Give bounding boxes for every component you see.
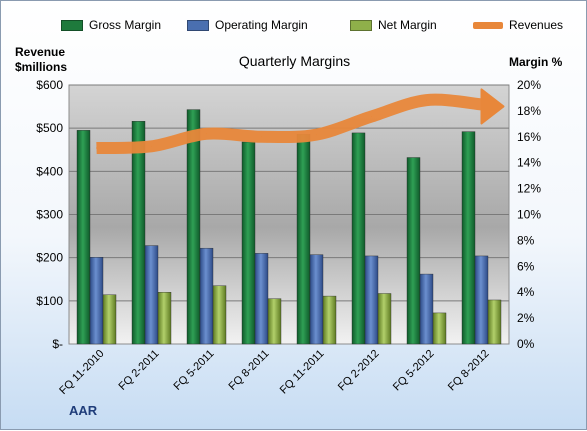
y-right-tick-label: 8% — [517, 233, 535, 247]
revenue-point-1 — [151, 145, 152, 147]
y-right-tick-label: 12% — [517, 182, 541, 196]
bar-net-margin-3 — [267, 298, 282, 345]
bar-net-margin-7 — [487, 299, 502, 345]
x-tick-label: FQ 8-2011 — [227, 348, 272, 393]
legend-item-gross-margin: Gross Margin — [61, 18, 161, 32]
legend-label: Operating Margin — [215, 18, 308, 32]
bar-operating-margin-4 — [309, 254, 324, 345]
revenue-point-4 — [316, 134, 317, 136]
y-left-axis-title-line1: Revenue — [15, 45, 66, 59]
revenue-point-7 — [481, 103, 482, 105]
y-left-tick-label: $200 — [36, 251, 63, 265]
bar-operating-margin-5 — [364, 255, 379, 345]
revenue-point-5 — [371, 116, 372, 118]
y-right-tick-label: 2% — [517, 311, 535, 325]
x-tick-label: FQ 2-2011 — [117, 348, 162, 393]
bar-layer — [76, 109, 502, 345]
bar-net-margin-1 — [157, 292, 172, 345]
revenue-point-6 — [426, 99, 427, 101]
chart-title: Quarterly Margins — [238, 53, 351, 69]
x-tick-label: FQ 8-2012 — [446, 348, 492, 394]
y-right-tick-label: 20% — [517, 78, 541, 92]
x-tick-label: FQ 2-2012 — [336, 348, 382, 394]
bar-gross-margin-4 — [296, 134, 311, 345]
legend: Gross Margin Operating Margin Net Margin Re… — [1, 1, 587, 41]
bar-net-margin-5 — [377, 293, 392, 345]
y-left-tick-label: $300 — [36, 208, 63, 222]
revenue-line-layer — [96, 88, 505, 155]
bar-net-margin-6 — [432, 312, 447, 345]
bar-operating-margin-1 — [144, 245, 159, 345]
y-right-axis-title: Margin % — [509, 55, 563, 69]
legend-label: Net Margin — [378, 18, 437, 32]
y-left-axis-title-line2: $millions — [15, 60, 68, 74]
y-right-tick-label: 0% — [517, 337, 535, 351]
y-right-tick-label: 4% — [517, 285, 535, 299]
legend-swatch — [350, 19, 372, 31]
bar-operating-margin-3 — [254, 253, 269, 345]
legend-swatch — [473, 21, 503, 29]
bar-gross-margin-0 — [76, 130, 91, 345]
y-right-tick-label: 16% — [517, 130, 541, 144]
company-label: AAR — [69, 403, 98, 418]
bar-gross-margin-1 — [131, 121, 146, 345]
revenue-point-2 — [206, 133, 207, 135]
bar-operating-margin-6 — [419, 273, 434, 345]
bar-gross-margin-6 — [406, 157, 421, 345]
revenue-arrow-head — [480, 88, 505, 125]
x-tick-label: FQ 5-2011 — [172, 348, 217, 393]
y-left-tick-label: $100 — [36, 294, 63, 308]
revenue-point-0 — [96, 147, 97, 149]
legend-swatch — [187, 19, 209, 31]
legend-swatch — [61, 19, 83, 31]
y-left-tick-label: $500 — [36, 121, 63, 135]
bar-gross-margin-3 — [241, 141, 256, 345]
bar-gross-margin-5 — [351, 132, 366, 345]
x-tick-label: FQ 11-2011 — [278, 348, 327, 397]
bar-gross-margin-2 — [186, 109, 201, 345]
bar-net-margin-2 — [212, 285, 227, 345]
legend-label: Revenues — [509, 18, 564, 32]
bar-operating-margin-7 — [474, 255, 489, 345]
revenue-point-3 — [261, 136, 262, 138]
bar-net-margin-4 — [322, 295, 337, 345]
bar-operating-margin-0 — [89, 257, 104, 345]
y-right-tick-label: 18% — [517, 104, 541, 118]
legend-label: Gross Margin — [89, 18, 162, 32]
legend-item-net-margin: Net Margin — [350, 18, 437, 32]
x-tick-label: FQ 5-2012 — [391, 348, 437, 394]
bar-operating-margin-2 — [199, 247, 214, 345]
y-left-tick-label: $600 — [36, 78, 63, 92]
y-right-tick-label: 10% — [517, 208, 541, 222]
x-tick-label: FQ 11-2010 — [57, 348, 106, 397]
y-right-tick-label: 6% — [517, 259, 535, 273]
revenue-line — [96, 93, 483, 155]
legend-item-revenues: Revenues — [473, 18, 563, 32]
bar-gross-margin-7 — [461, 131, 476, 345]
legend-item-operating-margin: Operating Margin — [187, 18, 308, 32]
y-left-tick-label: $- — [52, 337, 63, 351]
y-right-tick-label: 14% — [517, 156, 541, 170]
y-left-tick-label: $400 — [36, 164, 63, 178]
bar-net-margin-0 — [102, 294, 117, 345]
